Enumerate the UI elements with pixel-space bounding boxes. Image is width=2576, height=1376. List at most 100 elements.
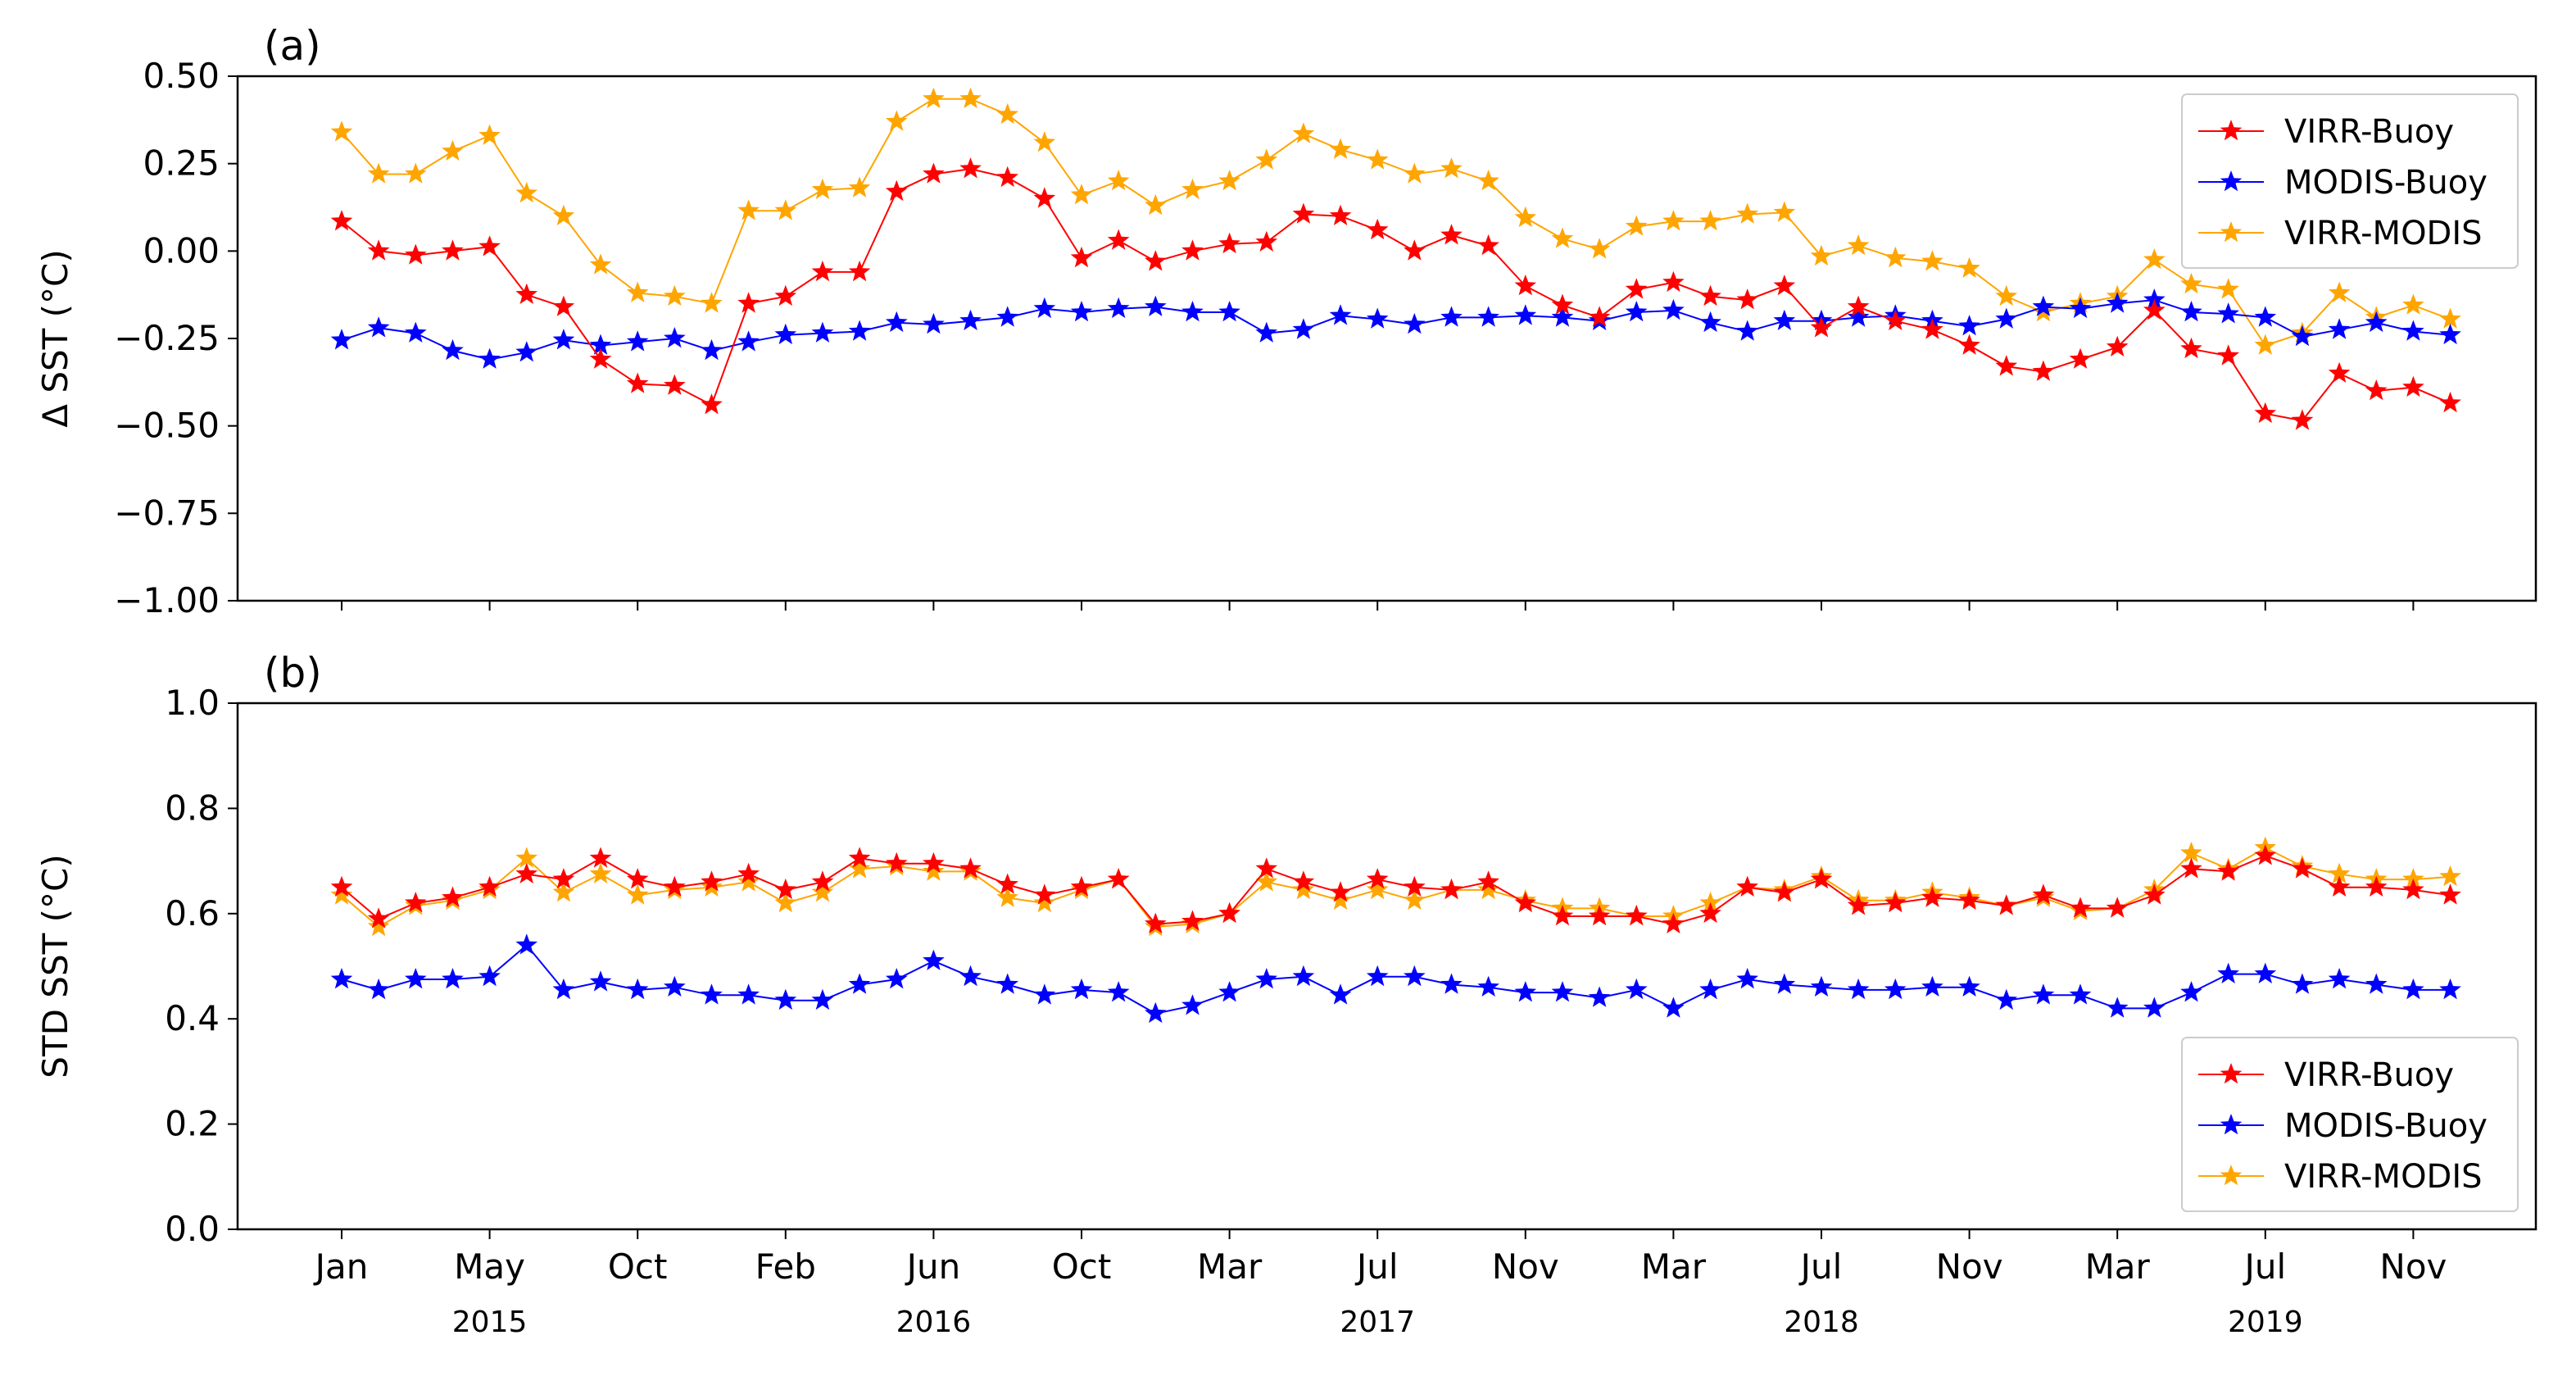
data-point bbox=[552, 881, 575, 902]
data-point bbox=[1366, 218, 1389, 240]
x-month-label: Jul bbox=[1354, 1247, 1399, 1287]
data-point bbox=[1181, 910, 1204, 931]
data-point bbox=[1366, 307, 1389, 329]
data-point bbox=[1625, 905, 1648, 926]
data-point bbox=[367, 978, 390, 1000]
data-point bbox=[367, 915, 390, 937]
data-point bbox=[1995, 988, 2018, 1010]
x-month-label: Feb bbox=[755, 1247, 816, 1287]
data-point bbox=[589, 253, 612, 275]
data-point bbox=[626, 868, 649, 889]
data-point bbox=[737, 330, 760, 352]
x-month-label: Mar bbox=[1641, 1247, 1707, 1287]
data-point bbox=[2328, 862, 2351, 883]
data-point bbox=[1292, 122, 1315, 143]
data-point bbox=[811, 260, 834, 282]
data-point bbox=[1514, 892, 1537, 913]
data-point bbox=[442, 338, 464, 361]
data-point bbox=[1404, 875, 1426, 897]
y-tick-label: 0.50 bbox=[143, 56, 220, 96]
data-point bbox=[664, 327, 686, 348]
data-point bbox=[367, 239, 390, 261]
data-point bbox=[2217, 344, 2239, 366]
data-point bbox=[1588, 306, 1611, 327]
data-point bbox=[1107, 981, 1130, 1002]
data-point bbox=[2439, 323, 2461, 345]
data-point bbox=[2217, 860, 2239, 881]
shared-x-axis-labels: Jan May Oct Feb Jun Oct Mar Jul Nov Mar Jul Nov Mar J… bbox=[313, 1247, 2447, 1339]
data-point bbox=[626, 372, 649, 393]
data-point bbox=[1145, 295, 1167, 316]
data-point bbox=[2439, 978, 2461, 1000]
data-point bbox=[1958, 257, 1980, 278]
data-point bbox=[1477, 306, 1499, 327]
data-point bbox=[2069, 983, 2092, 1005]
data-point bbox=[774, 323, 797, 345]
data-point bbox=[923, 312, 945, 334]
data-point bbox=[515, 862, 538, 883]
data-point bbox=[1514, 304, 1537, 325]
series-virr-modis bbox=[330, 836, 2461, 937]
data-point bbox=[1736, 288, 1758, 310]
data-point bbox=[2402, 375, 2424, 397]
data-point bbox=[2365, 311, 2388, 333]
data-point bbox=[1921, 318, 1943, 339]
series-virr-buoy bbox=[330, 157, 2461, 430]
data-point bbox=[2143, 298, 2166, 320]
data-point bbox=[1847, 978, 1870, 1000]
data-point bbox=[367, 316, 390, 338]
data-point bbox=[1847, 295, 1870, 316]
data-point bbox=[885, 851, 908, 874]
legend-marker bbox=[2220, 170, 2243, 192]
data-point bbox=[1958, 888, 1980, 911]
data-point bbox=[442, 239, 464, 261]
data-point bbox=[1662, 298, 1685, 320]
data-point bbox=[701, 338, 723, 361]
data-point bbox=[923, 949, 945, 970]
x-year-label: 2017 bbox=[1340, 1306, 1415, 1339]
data-point bbox=[2180, 272, 2202, 294]
data-point bbox=[330, 883, 353, 905]
data-point bbox=[664, 875, 686, 897]
data-point bbox=[2254, 306, 2277, 327]
data-point bbox=[2254, 844, 2277, 865]
y-axis-label: Δ SST (°C) bbox=[35, 249, 75, 428]
data-point bbox=[626, 330, 649, 352]
data-point bbox=[737, 199, 760, 220]
data-point bbox=[996, 873, 1018, 894]
data-point bbox=[848, 857, 871, 879]
data-point bbox=[2217, 278, 2239, 299]
data-point bbox=[330, 968, 353, 989]
data-point bbox=[848, 176, 871, 198]
data-point bbox=[1588, 986, 1611, 1007]
data-point bbox=[1329, 888, 1352, 911]
x-month-label: Mar bbox=[1197, 1247, 1263, 1287]
data-point bbox=[923, 87, 945, 109]
data-point bbox=[2143, 883, 2166, 905]
x-month-label: Mar bbox=[2085, 1247, 2151, 1287]
x-month-label: Jul bbox=[2242, 1247, 2286, 1287]
data-point bbox=[2180, 842, 2202, 863]
data-point bbox=[1440, 224, 1463, 245]
data-point bbox=[626, 883, 649, 905]
data-point bbox=[2328, 968, 2351, 989]
data-point bbox=[1662, 270, 1685, 293]
data-point bbox=[589, 970, 612, 992]
x-year-label: 2018 bbox=[1784, 1306, 1859, 1339]
data-point bbox=[1551, 981, 1574, 1002]
data-point bbox=[405, 892, 427, 913]
legend: VIRR-Buoy MODIS-Buoy VIRR-MODIS bbox=[2181, 1037, 2519, 1212]
data-point bbox=[811, 870, 834, 892]
data-point bbox=[1329, 881, 1352, 902]
data-point bbox=[1033, 892, 1056, 913]
data-point bbox=[1107, 229, 1130, 250]
data-point bbox=[1070, 301, 1093, 322]
data-point bbox=[701, 870, 723, 892]
data-point bbox=[2439, 883, 2461, 905]
data-point bbox=[1292, 870, 1315, 892]
y-tick-label: 0.6 bbox=[165, 893, 220, 933]
data-point bbox=[626, 978, 649, 1000]
data-point bbox=[737, 862, 760, 883]
axes-frame bbox=[236, 702, 2537, 1231]
y-tick-label: 0.2 bbox=[165, 1104, 220, 1144]
